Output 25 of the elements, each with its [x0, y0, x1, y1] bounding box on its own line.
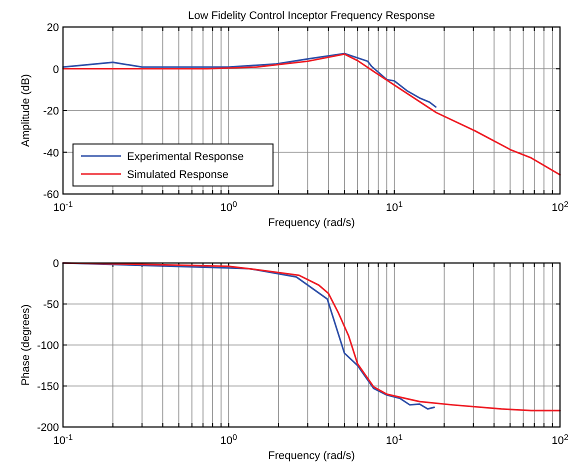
y-tick-label: 0 — [52, 258, 59, 270]
y-tick-label: -60 — [43, 189, 59, 201]
y-tick-label: -100 — [36, 340, 59, 352]
chart-title: Low Fidelity Control Inceptor Frequency Response — [188, 10, 436, 22]
y-tick-label: -150 — [36, 381, 59, 393]
y-tick-label: -20 — [43, 106, 59, 118]
legend-label: Simulated Response — [127, 169, 229, 181]
y-tick-label: -200 — [36, 422, 59, 434]
y-axis-title: Phase (degrees) — [20, 304, 32, 386]
x-tick-label: 10$^{1}$ — [386, 432, 404, 447]
y-tick-label: 0 — [52, 64, 59, 76]
y-tick-label: 20 — [46, 22, 59, 34]
x-axis-title: Frequency (rad/s) — [268, 217, 355, 229]
x-tick-label: 10$^{-1}$ — [53, 432, 74, 447]
x-axis-title: Frequency (rad/s) — [268, 450, 355, 462]
x-tick-label: 10$^{2}$ — [552, 432, 569, 447]
x-tick-label: 10$^{2}$ — [552, 200, 569, 214]
x-tick-label: 10$^{0}$ — [220, 432, 238, 447]
y-tick-label: -50 — [43, 299, 59, 311]
y-tick-label: -40 — [43, 147, 59, 160]
legend-label: Experimental Response — [127, 151, 244, 163]
x-tick-label: 10$^{0}$ — [220, 200, 238, 214]
y-axis-title: Amplitude (dB) — [20, 74, 32, 147]
x-tick-label: 10$^{-1}$ — [53, 200, 74, 214]
x-tick-label: 10$^{1}$ — [386, 200, 404, 214]
